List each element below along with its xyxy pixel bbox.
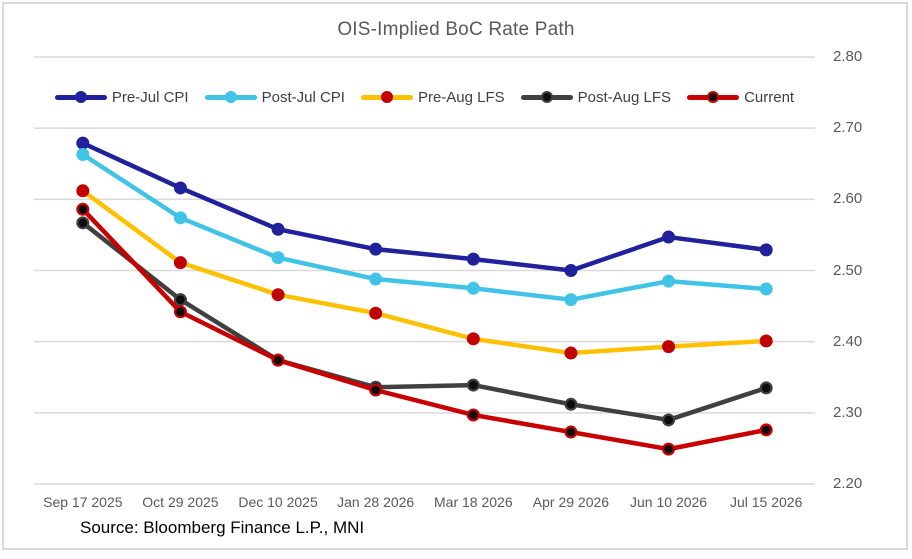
data-point-marker bbox=[369, 306, 383, 320]
data-point-marker bbox=[173, 181, 187, 195]
data-point-marker bbox=[662, 274, 676, 288]
x-axis-tick: Dec 10 2025 bbox=[238, 494, 318, 510]
data-point-marker bbox=[466, 408, 480, 422]
data-point-marker bbox=[76, 184, 90, 198]
legend-item-post-aug-lfs[interactable]: Post-Aug LFS bbox=[520, 88, 672, 106]
data-point-marker bbox=[271, 288, 285, 302]
data-point-marker bbox=[759, 243, 773, 257]
y-axis-tick: 2.20 bbox=[833, 475, 863, 492]
legend-label: Pre-Aug LFS bbox=[417, 88, 505, 106]
line-marker-swatch-icon bbox=[54, 90, 107, 104]
line-marker-swatch-icon bbox=[360, 90, 413, 104]
series-line bbox=[80, 188, 769, 356]
x-axis-tick: Apr 29 2026 bbox=[532, 494, 610, 510]
data-point-marker bbox=[759, 282, 773, 296]
data-point-marker bbox=[564, 397, 578, 411]
data-point-marker bbox=[662, 230, 676, 244]
data-point-marker bbox=[759, 334, 773, 348]
series-line bbox=[80, 152, 769, 302]
data-point-marker bbox=[173, 211, 187, 225]
data-point-marker bbox=[564, 425, 578, 439]
legend: Pre-Jul CPI Post-Jul CPI Pre-Aug LFS Pos… bbox=[34, 86, 815, 108]
y-axis-tick: 2.70 bbox=[833, 119, 863, 137]
data-point-marker bbox=[76, 136, 90, 150]
data-point-marker bbox=[662, 340, 676, 354]
data-point-marker bbox=[466, 281, 480, 295]
legend-label: Current bbox=[744, 88, 795, 106]
data-point-marker bbox=[271, 251, 285, 265]
data-point-marker bbox=[369, 242, 383, 256]
data-point-marker bbox=[76, 202, 90, 216]
y-axis-tick: 2.30 bbox=[833, 403, 863, 421]
legend-item-pre-jul-cpi[interactable]: Pre-Jul CPI bbox=[54, 88, 189, 106]
series-line bbox=[80, 220, 769, 423]
data-point-marker bbox=[662, 442, 676, 456]
chart-title: OIS-Implied BoC Rate Path bbox=[337, 19, 575, 40]
series-line bbox=[80, 140, 769, 273]
source-note: Source: Bloomberg Finance L.P., MNI bbox=[80, 518, 365, 537]
data-point-marker bbox=[466, 252, 480, 266]
data-point-marker bbox=[759, 423, 773, 437]
data-point-marker bbox=[173, 256, 187, 270]
legend-label: Post-Jul CPI bbox=[261, 88, 345, 106]
legend-label: Pre-Jul CPI bbox=[111, 88, 189, 106]
x-axis-tick: Sep 17 2025 bbox=[43, 494, 123, 510]
line-marker-swatch-icon bbox=[204, 90, 257, 104]
data-point-marker bbox=[173, 305, 187, 319]
data-point-marker bbox=[564, 264, 578, 278]
x-axis-tick: Jul 15 2026 bbox=[729, 494, 803, 510]
x-axis-tick: Jan 28 2026 bbox=[337, 494, 415, 510]
line-marker-swatch-icon bbox=[687, 90, 740, 104]
y-axis-tick: 2.50 bbox=[833, 261, 863, 279]
data-point-marker bbox=[271, 353, 285, 367]
legend-label: Post-Aug LFS bbox=[577, 88, 672, 106]
data-point-marker bbox=[759, 381, 773, 395]
legend-item-post-jul-cpi[interactable]: Post-Jul CPI bbox=[204, 88, 345, 106]
x-axis-tick: Oct 29 2025 bbox=[142, 494, 219, 510]
data-point-marker bbox=[662, 413, 676, 427]
y-axis-tick: 2.60 bbox=[833, 190, 863, 208]
data-point-marker bbox=[76, 147, 90, 161]
data-point-marker bbox=[564, 293, 578, 307]
data-point-marker bbox=[369, 272, 383, 286]
line-marker-swatch-icon bbox=[520, 90, 573, 104]
legend-item-pre-aug-lfs[interactable]: Pre-Aug LFS bbox=[360, 88, 505, 106]
x-axis-tick: Jun 10 2026 bbox=[630, 494, 708, 510]
series-line bbox=[80, 207, 769, 452]
x-axis-tick: Mar 18 2026 bbox=[434, 494, 513, 510]
data-point-marker bbox=[173, 293, 187, 307]
data-point-marker bbox=[564, 346, 578, 360]
data-point-marker bbox=[369, 383, 383, 397]
data-point-marker bbox=[466, 332, 480, 346]
y-axis-tick: 2.40 bbox=[833, 332, 863, 350]
data-point-marker bbox=[76, 216, 90, 230]
y-axis-tick: 2.80 bbox=[833, 48, 863, 65]
data-point-marker bbox=[271, 222, 285, 236]
legend-item-current[interactable]: Current bbox=[687, 89, 794, 106]
data-point-marker bbox=[466, 378, 480, 392]
